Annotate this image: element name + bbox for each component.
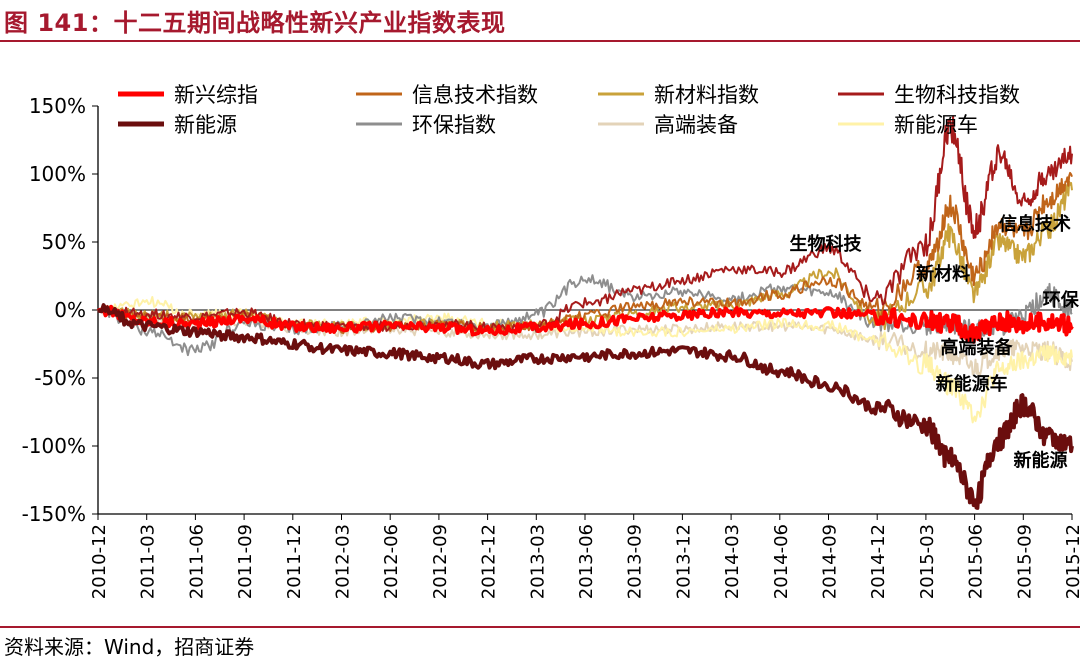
chart-title: 图 141：十二五期间战略性新兴产业指数表现 [4,9,506,37]
series-line [97,303,1074,510]
legend-label: 生物科技指数 [894,83,1020,107]
legend-item: 新能源 [118,113,237,137]
y-tick-label: 50% [42,230,86,254]
x-tick-label: 2011-12 [284,524,305,599]
legend-item: 新能源车 [838,113,978,137]
series-annotation: 信息技术 [999,213,1071,235]
y-tick-label: -50% [34,366,86,390]
series-lines [96,115,1074,510]
y-tick-label: 150% [29,94,86,118]
legend-label: 新兴综指 [174,83,258,107]
x-tick-label: 2011-09 [235,524,256,599]
legend-label: 高端装备 [654,113,738,137]
x-tick-label: 2014-09 [820,524,841,599]
series-line [97,115,1073,333]
legend-label: 新能源 [174,113,237,137]
x-tick-label: 2013-09 [625,524,646,599]
series-line [97,180,1073,332]
footer-divider [0,626,1080,628]
x-tick-label: 2013-06 [576,524,597,599]
series-annotation: 生物科技 [790,233,863,255]
x-tick-label: 2011-03 [138,524,159,599]
source-note: 资料来源：Wind，招商证券 [4,635,255,659]
y-tick-label: -150% [22,502,86,526]
series-annotation: 环保 [1043,289,1080,311]
legend-label: 新材料指数 [654,83,759,107]
x-tick-label: 2015-12 [1063,524,1080,599]
x-tick-label: 2012-06 [381,524,402,599]
legend-label: 环保指数 [412,113,496,137]
series-annotation: 新能源车 [936,373,1008,395]
x-tick-label: 2013-03 [527,524,548,599]
x-tick-label: 2015-09 [1014,524,1035,599]
legend-item: 环保指数 [356,113,496,137]
legend-item: 信息技术指数 [356,83,538,107]
legend-item: 新兴综指 [118,83,258,107]
line-chart: 150% 100% 50% 0% -50% -100% -150%2010-12 2011-0… [22,83,1080,599]
legend-item: 新材料指数 [598,83,759,107]
title-divider [0,40,1080,42]
x-tick-label: 2013-12 [673,524,694,599]
x-tick-label: 2012-09 [430,524,451,599]
y-tick-label: -100% [22,434,86,458]
x-tick-label: 2011-06 [186,524,207,599]
x-tick-label: 2010-12 [89,524,110,599]
x-tick-label: 2014-12 [868,524,889,599]
y-tick-label: 100% [29,162,86,186]
series-annotation: 新材料 [916,263,970,285]
y-tick-label: 0% [54,298,86,322]
legend-item: 生物科技指数 [838,83,1020,107]
series-annotation: 新能源 [1014,449,1068,471]
x-tick-label: 2012-12 [479,524,500,599]
x-tick-label: 2014-06 [771,524,792,599]
x-tick-label: 2015-06 [966,524,987,599]
legend-item: 高端装备 [598,113,738,137]
x-tick-label: 2014-03 [722,524,743,599]
x-tick-label: 2015-03 [917,524,938,599]
legend-label: 信息技术指数 [412,83,538,107]
x-tick-label: 2012-03 [333,524,354,599]
axes: 150% 100% 50% 0% -50% -100% -150%2010-12 2011-0… [22,94,1080,599]
legend-label: 新能源车 [894,113,978,137]
series-annotation: 高端装备 [941,337,1014,359]
series-line [96,304,1074,344]
series-line [97,306,1073,376]
